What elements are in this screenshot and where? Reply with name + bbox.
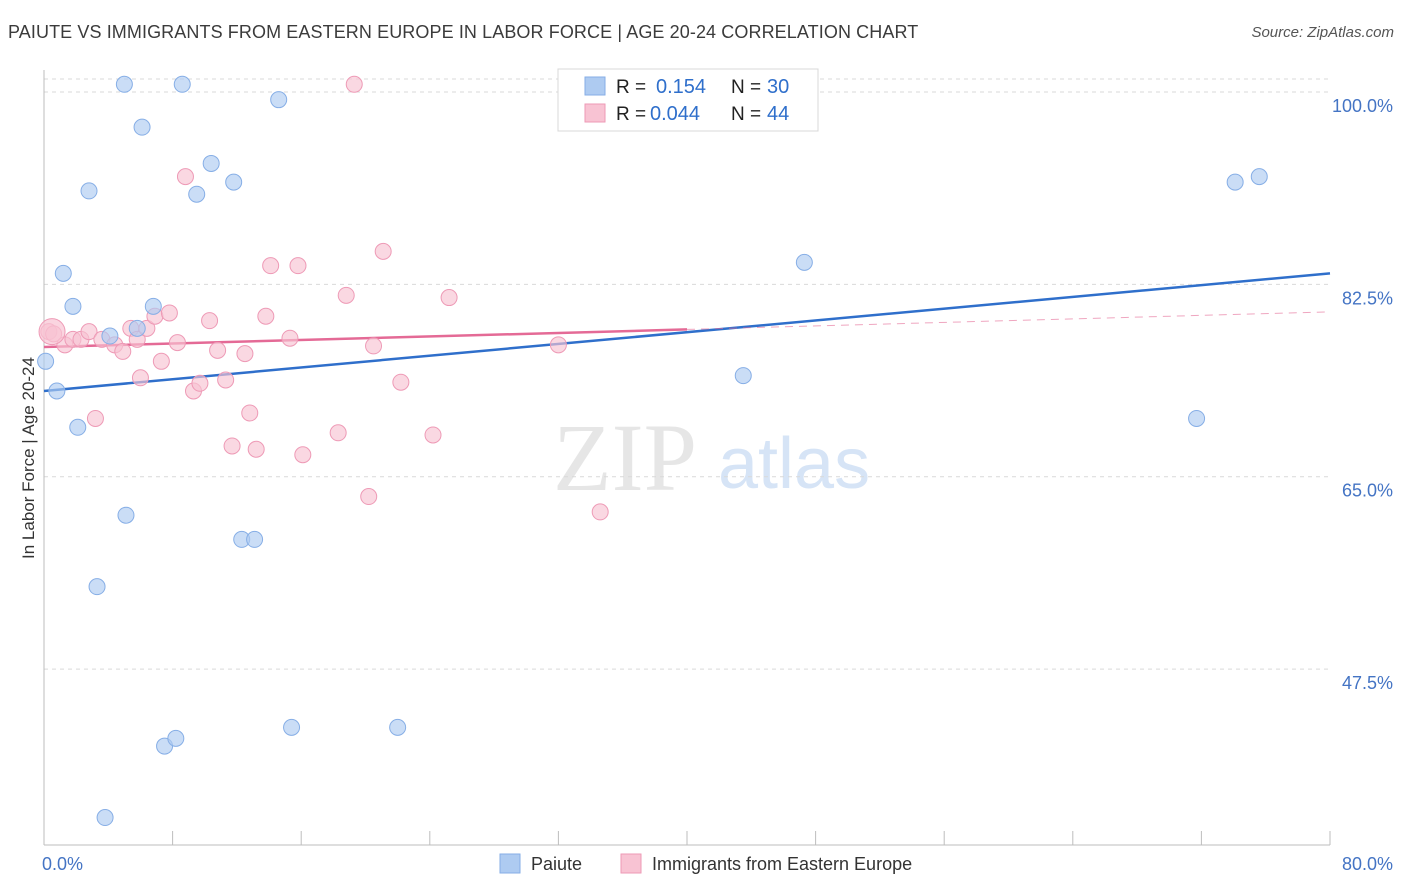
legend-swatch-paiute [584, 76, 606, 96]
immigrants-point [289, 257, 307, 275]
immigrants-point [217, 371, 235, 389]
axes [43, 70, 1331, 846]
paiute-point [80, 182, 98, 200]
y-tick-label: 100.0% [1332, 96, 1393, 116]
paiute-point [1188, 409, 1206, 427]
immigrants-point-cluster [38, 318, 66, 346]
legend-n-value-2: 44 [767, 103, 789, 125]
immigrants-point [131, 369, 149, 387]
immigrants-point [360, 488, 378, 506]
data-points [37, 75, 1268, 827]
paiute-point [37, 352, 55, 370]
immigrants-trend-line [43, 328, 688, 349]
immigrants-point [345, 75, 363, 93]
paiute-point [133, 118, 151, 136]
immigrants-point [114, 342, 132, 360]
trend-lines [43, 272, 1331, 393]
immigrants-point [262, 257, 280, 275]
paiute-point [64, 297, 82, 315]
bottom-legend-swatch-paiute [499, 853, 521, 874]
immigrants-point [257, 307, 275, 325]
legend-r-value-1: 0.154 [656, 76, 706, 98]
paiute-trend-line [43, 272, 1331, 393]
paiute-point [167, 729, 185, 747]
paiute-point [734, 367, 752, 385]
immigrants-point [168, 334, 186, 352]
paiute-point [270, 91, 288, 109]
immigrants-point [329, 424, 347, 442]
paiute-point [202, 154, 220, 172]
immigrants-point [86, 409, 104, 427]
paiute-point [283, 718, 301, 736]
immigrants-point [424, 426, 442, 444]
paiute-point [144, 297, 162, 315]
paiute-point [225, 173, 243, 191]
immigrants-point [152, 352, 170, 370]
y-axis-label: In Labor Force | Age 20-24 [19, 357, 38, 559]
watermark-zip: ZIP [553, 404, 697, 511]
legend-r-label-2: R = [616, 104, 646, 125]
immigrants-point [160, 304, 178, 322]
immigrants-point [223, 437, 241, 455]
paiute-point [246, 530, 264, 548]
y-tick-label: 65.0% [1342, 481, 1393, 501]
legend-r-label-1: R = [616, 77, 646, 98]
paiute-point [1226, 173, 1244, 191]
paiute-point [88, 578, 106, 596]
immigrants-point [247, 440, 265, 458]
paiute-point [173, 75, 191, 93]
grid-lines: 47.5% 65.0% 82.5% 100.0% [44, 78, 1393, 693]
immigrants-point [337, 286, 355, 304]
paiute-point [48, 382, 66, 400]
paiute-point [188, 185, 206, 203]
legend-n-label-1: N = [731, 77, 761, 98]
bottom-legend-label-immigrants: Immigrants from Eastern Europe [652, 854, 912, 874]
immigrants-point [549, 336, 567, 354]
immigrants-trend-extension [686, 311, 1331, 330]
immigrants-point [209, 341, 227, 359]
immigrants-point [440, 289, 458, 307]
bottom-legend-label-paiute: Paiute [531, 854, 582, 874]
immigrants-point [236, 345, 254, 363]
stats-legend: R = 0.154 N = 30 R = 0.044 N = 44 [557, 68, 819, 132]
paiute-point [1250, 168, 1268, 186]
paiute-point [54, 264, 72, 282]
y-tick-label: 82.5% [1342, 288, 1393, 308]
paiute-point [101, 327, 119, 345]
legend-swatch-immigrants [584, 103, 606, 123]
immigrants-point [201, 312, 219, 330]
y-tick-label: 47.5% [1342, 673, 1393, 693]
paiute-point [128, 319, 146, 337]
x-tick-label-min: 0.0% [42, 854, 83, 874]
chart-title: PAIUTE VS IMMIGRANTS FROM EASTERN EUROPE… [8, 22, 919, 42]
immigrants-point [281, 329, 299, 347]
immigrants-point [374, 242, 392, 260]
paiute-point [69, 418, 87, 436]
immigrants-point [591, 503, 609, 521]
watermark-atlas: atlas [718, 424, 870, 504]
immigrants-point [365, 337, 383, 355]
immigrants-point [191, 374, 209, 392]
paiute-point [795, 253, 813, 271]
source-credit: Source: ZipAtlas.com [1251, 24, 1394, 41]
immigrants-point [241, 404, 259, 422]
paiute-point [117, 506, 135, 524]
immigrants-point [294, 446, 312, 464]
bottom-legend-swatch-immigrants [620, 853, 642, 874]
legend-n-label-2: N = [731, 104, 761, 125]
series-legend: Paiute Immigrants from Eastern Europe [499, 853, 912, 874]
paiute-point [115, 75, 133, 93]
immigrants-point [176, 168, 194, 186]
legend-n-value-1: 30 [767, 76, 789, 98]
legend-r-value-2: 0.044 [650, 103, 700, 125]
paiute-point [389, 718, 407, 736]
immigrants-point [392, 373, 410, 391]
paiute-point [96, 809, 114, 827]
x-tick-label-max: 80.0% [1342, 854, 1393, 874]
immigrants-point [80, 323, 98, 341]
